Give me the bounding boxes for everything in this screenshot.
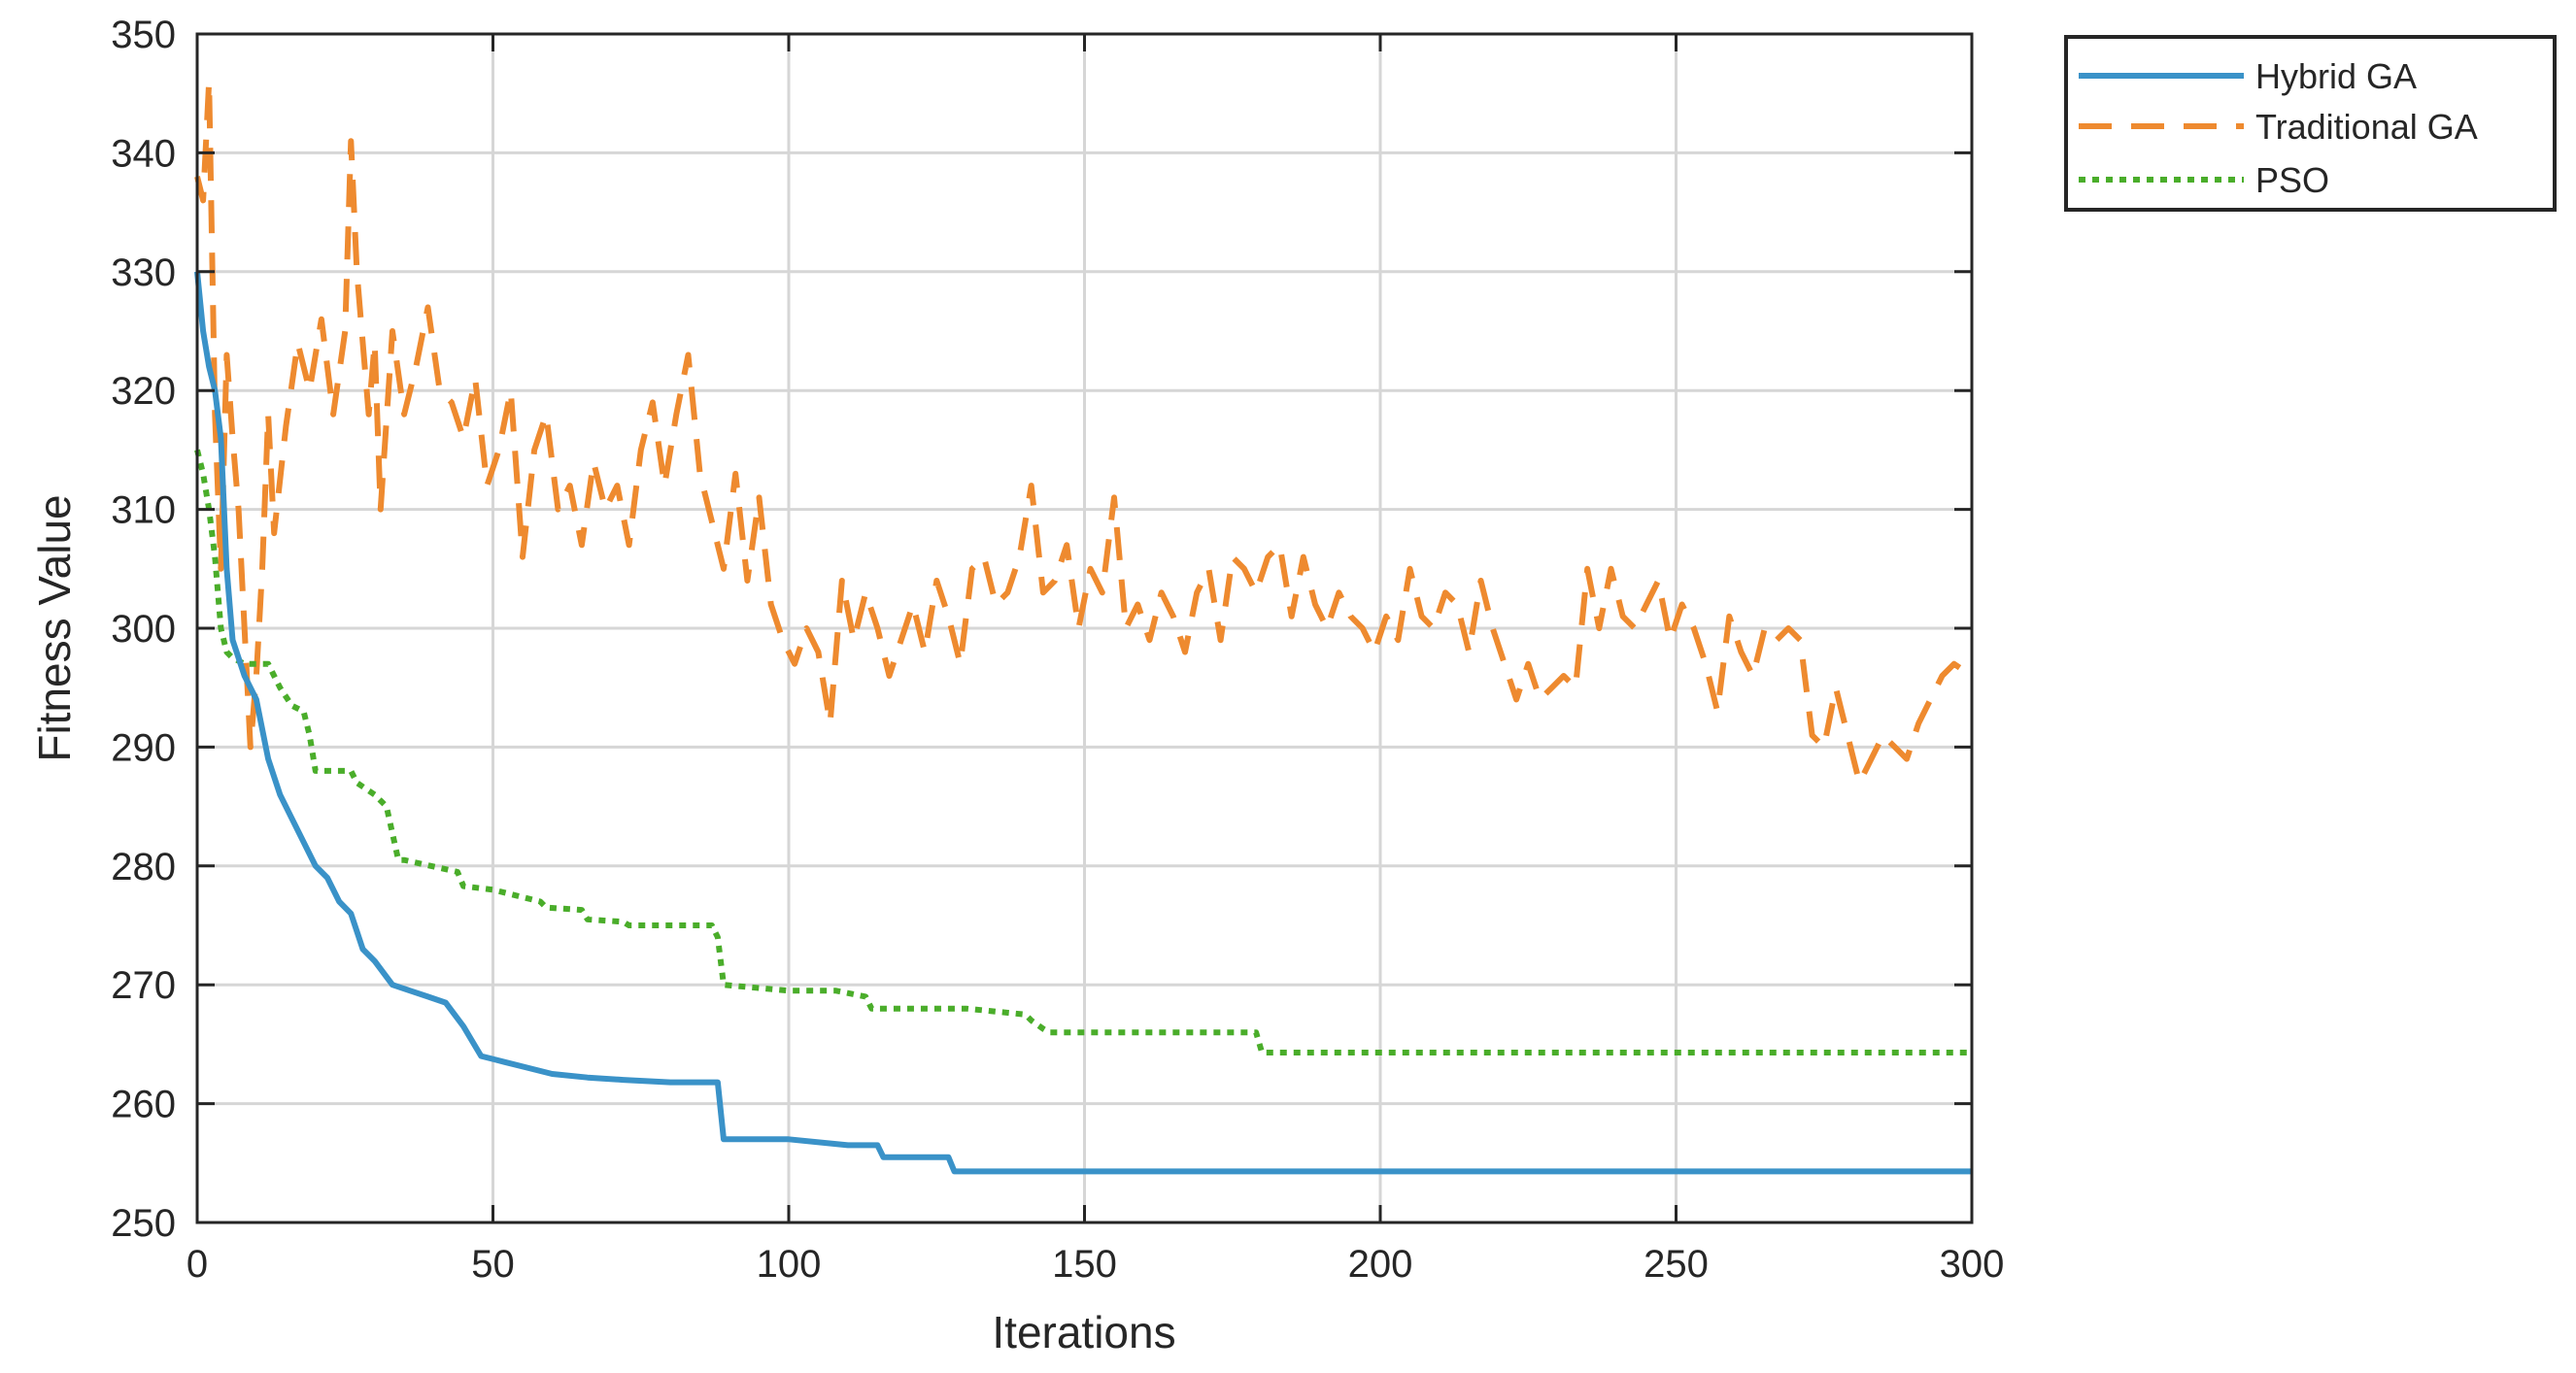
axis-ticks <box>195 32 1974 1224</box>
legend-label-hybrid-ga: Hybrid GA <box>2255 56 2417 96</box>
x-tick-label: 250 <box>1644 1243 1709 1286</box>
y-tick-label: 300 <box>111 608 176 651</box>
x-tick-label: 200 <box>1348 1243 1413 1286</box>
y-tick-label: 250 <box>111 1202 176 1245</box>
x-tick-label: 100 <box>757 1243 822 1286</box>
x-tick-label: 150 <box>1052 1243 1117 1286</box>
series-line-traditional-ga <box>194 79 1974 787</box>
x-tick-label: 300 <box>1940 1243 2005 1286</box>
series-lines <box>194 79 1974 1175</box>
y-tick-label: 270 <box>111 964 176 1007</box>
y-tick-label: 330 <box>111 251 176 294</box>
y-tick-label: 260 <box>111 1084 176 1126</box>
series-line-pso <box>194 449 1972 1055</box>
y-tick-label: 290 <box>111 726 176 769</box>
x-axis-title: Iterations <box>992 1307 1175 1357</box>
series-line-hybrid-ga <box>194 271 1972 1175</box>
y-tick-label: 340 <box>111 132 176 175</box>
y-tick-label: 310 <box>111 489 176 532</box>
x-tick-label: 50 <box>471 1243 515 1286</box>
x-tick-labels: 0 50 100 150 200 250 300 <box>186 1243 2005 1286</box>
y-tick-label: 280 <box>111 846 176 888</box>
y-tick-label: 350 <box>111 14 176 56</box>
y-axis-title: Fitness Value <box>29 494 80 761</box>
legend: Hybrid GA Traditional GA PSO <box>2064 35 2557 212</box>
y-tick-labels: 250 260 270 280 290 300 310 320 330 340 350 <box>111 14 176 1245</box>
legend-label-traditional-ga: Traditional GA <box>2255 107 2478 147</box>
legend-label-pso: PSO <box>2255 160 2329 200</box>
y-tick-label: 320 <box>111 370 176 413</box>
x-tick-label: 0 <box>186 1243 208 1286</box>
